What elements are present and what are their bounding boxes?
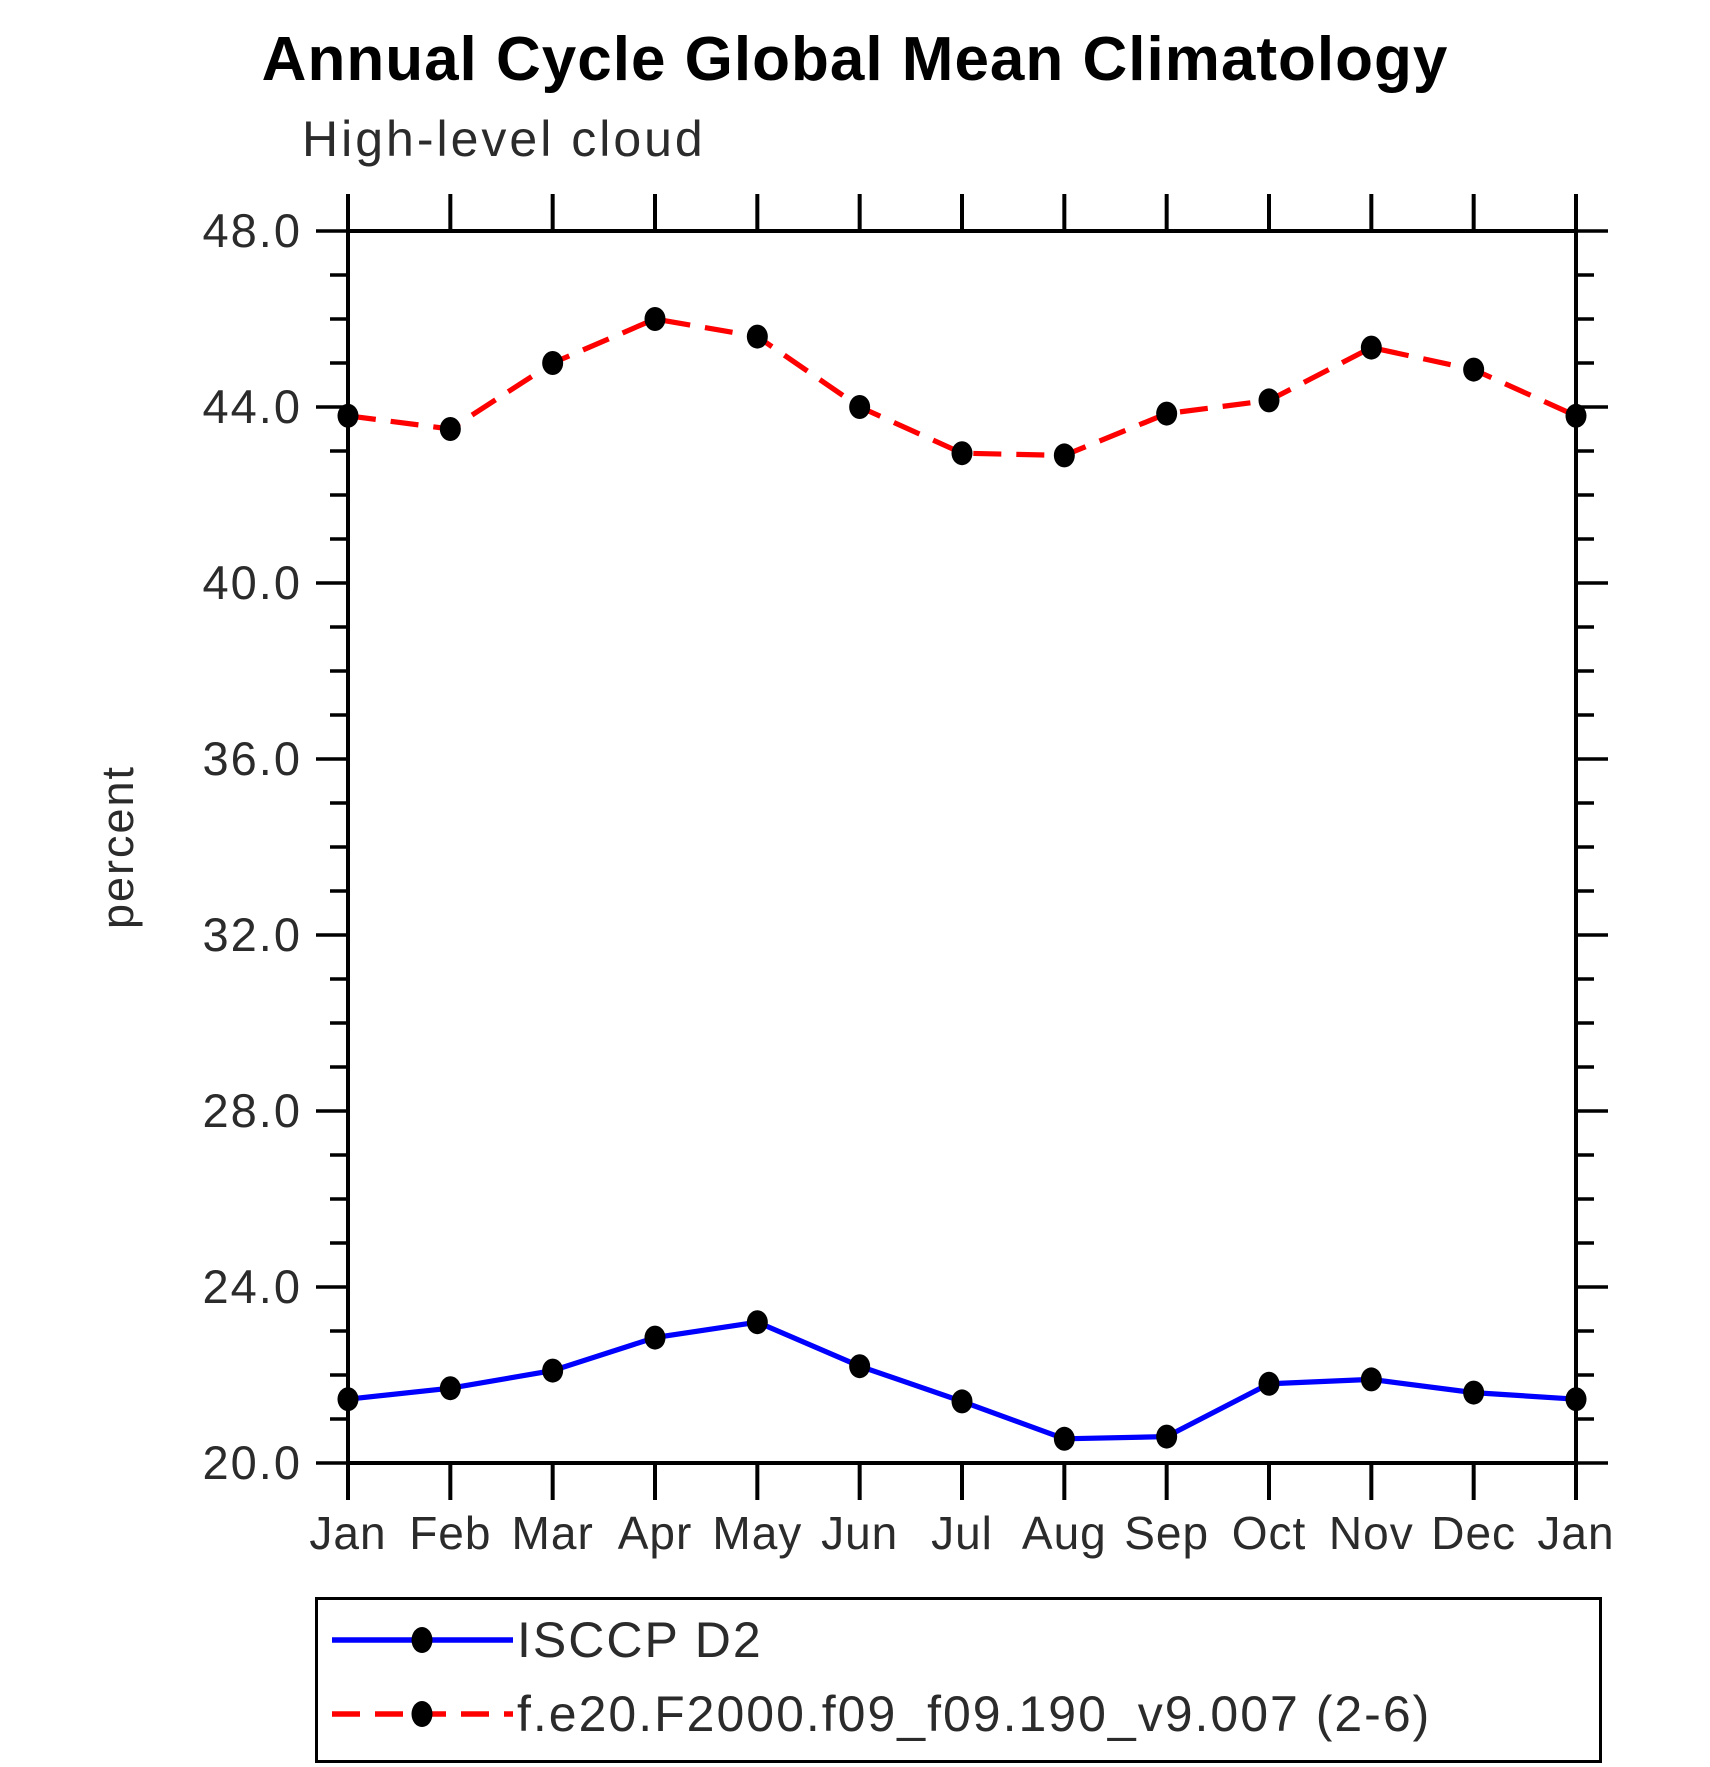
y-tick-label: 36.0 — [202, 732, 302, 785]
x-tick-label: Feb — [409, 1507, 492, 1559]
x-tick-label: Mar — [511, 1507, 594, 1559]
x-tick-label: Oct — [1231, 1507, 1307, 1559]
chart-title: Annual Cycle Global Mean Climatology — [261, 25, 1449, 94]
series-0-marker — [1053, 1426, 1075, 1451]
series-0-marker — [1258, 1371, 1280, 1396]
series-0-marker — [337, 1387, 359, 1412]
series-0-marker — [439, 1376, 461, 1401]
y-tick-label: 48.0 — [202, 204, 302, 257]
y-tick-label: 20.0 — [202, 1436, 302, 1489]
plot-frame — [346, 229, 1578, 1465]
series-0-marker — [542, 1358, 564, 1383]
series-1-marker — [1565, 403, 1587, 428]
legend-entry-isccp: ISCCP D2 — [330, 1612, 763, 1668]
series-0-marker — [1565, 1387, 1587, 1412]
series-1-marker — [951, 441, 973, 466]
x-tick-label: May — [712, 1507, 803, 1559]
x-tick-label: Jan — [309, 1507, 387, 1559]
y-tick-label: 32.0 — [202, 908, 302, 961]
series-1-marker — [439, 417, 461, 441]
series-0-marker — [849, 1354, 871, 1379]
legend-entry-model: f.e20.F2000.f09_f09.190_v9.007 (2-6) — [330, 1686, 1431, 1742]
series-1-marker — [1156, 401, 1178, 426]
series-0-marker — [1156, 1424, 1178, 1449]
y-tick-label: 24.0 — [202, 1260, 302, 1313]
x-tick-label: Jun — [821, 1507, 899, 1559]
series-1-marker — [337, 403, 359, 428]
legend: ISCCP D2 f.e20.F2000.f09_f09.190_v9.007 … — [315, 1597, 1602, 1763]
series-1-marker — [746, 324, 768, 349]
series-1-marker — [849, 395, 871, 419]
series-0-marker — [1360, 1367, 1382, 1392]
series-0-marker — [746, 1310, 768, 1335]
y-tick-label: 44.0 — [202, 380, 302, 433]
x-tick-label: Dec — [1431, 1507, 1517, 1559]
legend-label-model: f.e20.F2000.f09_f09.190_v9.007 (2-6) — [517, 1686, 1432, 1742]
series-1-marker — [1258, 388, 1280, 413]
series-line-1 — [347, 316, 1578, 459]
series-1-marker — [1463, 357, 1485, 382]
chart-subtitle: High-level cloud — [302, 111, 706, 167]
x-tick-label: Apr — [617, 1507, 693, 1559]
series-0-marker — [1463, 1380, 1485, 1405]
series-line-0 — [347, 1319, 1577, 1442]
legend-label-isccp: ISCCP D2 — [517, 1612, 763, 1668]
x-tick-label: Nov — [1328, 1507, 1414, 1559]
x-tick-label: Jan — [1537, 1507, 1615, 1559]
legend-line-solid-blue-icon — [332, 1627, 513, 1653]
legend-line-dashed-red-icon — [332, 1701, 513, 1727]
x-tick-label: Jul — [931, 1507, 993, 1559]
series-0-marker — [951, 1389, 973, 1414]
x-tick-label: Sep — [1124, 1507, 1210, 1559]
series-1-marker — [644, 307, 666, 331]
series-1-marker — [542, 351, 564, 375]
x-tick-label: Aug — [1021, 1507, 1107, 1559]
y-tick-label: 28.0 — [202, 1084, 302, 1137]
series-1-marker — [1360, 335, 1382, 360]
series-1-marker — [1053, 443, 1075, 468]
series-0-marker — [644, 1325, 666, 1350]
y-tick-label: 40.0 — [202, 556, 302, 609]
